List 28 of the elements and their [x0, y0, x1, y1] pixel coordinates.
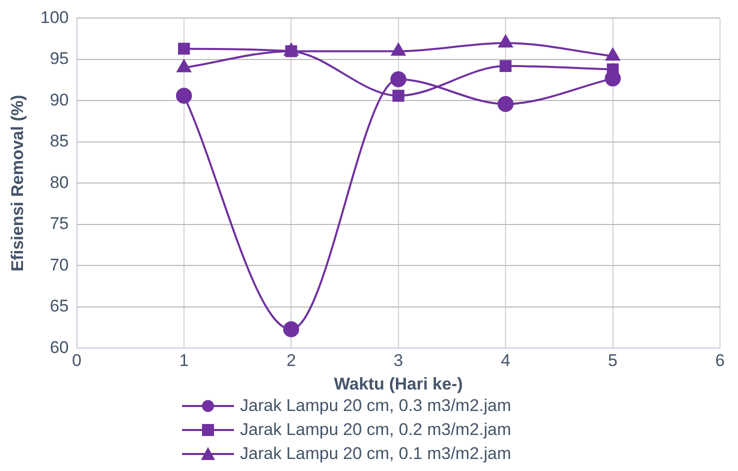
point	[500, 60, 512, 72]
x-tick-label: 0	[72, 351, 82, 370]
x-tick-label: 5	[608, 351, 618, 370]
y-tick-label: 75	[50, 214, 69, 234]
x-tick-label: 3	[394, 351, 404, 370]
y-tick-label: 65	[50, 296, 69, 316]
legend-label: Jarak Lampu 20 cm, 0.2 m3/m2.jam	[240, 420, 512, 440]
x-tick-label: 1	[179, 351, 189, 370]
point	[178, 42, 190, 55]
y-axis-title: Efisiensi Removal (%)	[8, 94, 27, 272]
legend-label: Jarak Lampu 20 cm, 0.3 m3/m2.jam	[240, 396, 512, 416]
x-tick-label: 4	[500, 351, 510, 370]
y-tick-label: 80	[50, 172, 69, 192]
point	[283, 321, 300, 338]
legend-label: Jarak Lampu 20 cm, 0.1 m3/m2.jam	[240, 444, 512, 464]
point	[176, 88, 192, 104]
y-tick-label: 95	[50, 49, 69, 68]
point	[390, 71, 406, 88]
y-tick-label: 85	[50, 132, 69, 151]
y-tick-label: 70	[50, 255, 69, 274]
point	[498, 96, 514, 112]
x-tick-label: 2	[286, 351, 296, 370]
x-tick-label: 6	[715, 351, 725, 370]
y-tick-label: 90	[50, 90, 69, 110]
y-tick-label: 60	[50, 338, 69, 357]
y-tick-label: 100	[40, 8, 69, 27]
point	[392, 90, 404, 102]
x-axis-title: Waktu (Hari ke-)	[334, 374, 463, 394]
